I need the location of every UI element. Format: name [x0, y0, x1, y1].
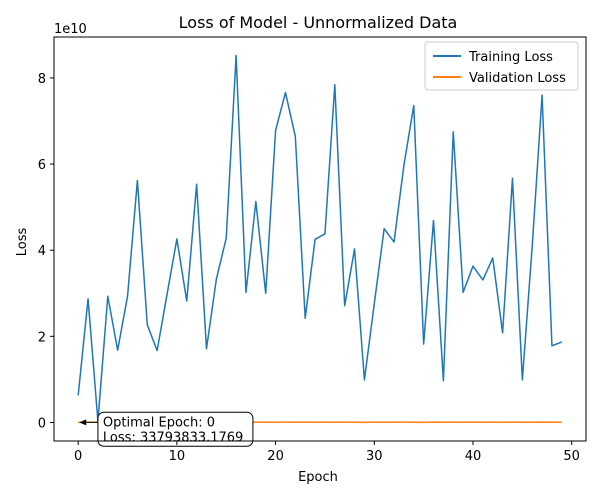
y-tick-label: 8	[38, 72, 46, 87]
annotation-box	[97, 411, 254, 447]
y-offset-label: 1e10	[54, 22, 87, 37]
axes-layer: 0 10 20 30 40 50 0 2 4 6 8	[38, 36, 587, 464]
y-tick-label: 6	[38, 158, 46, 173]
x-tick-label: 20	[267, 449, 284, 464]
x-tick-label: 50	[563, 449, 580, 464]
annotation-arrowhead	[79, 419, 87, 426]
y-tick-label: 2	[38, 330, 46, 345]
y-axis-label: Loss	[15, 228, 30, 257]
chart-title: Loss of Model - Unnormalized Data	[179, 13, 458, 32]
plot-frame	[53, 36, 587, 442]
annotation-line2: Loss: 33793833.1769	[103, 430, 243, 445]
y-tick-label: 4	[38, 244, 46, 259]
legend-label-validation: Validation Loss	[469, 71, 566, 86]
x-tick-label: 40	[465, 449, 482, 464]
x-axis-label: Epoch	[298, 470, 338, 485]
legend-label-training: Training Loss	[468, 50, 553, 65]
series-line-training	[77, 54, 563, 422]
x-tick-label: 0	[74, 449, 82, 464]
legend-frame	[424, 41, 579, 91]
x-tick-label: 10	[169, 449, 186, 464]
annotation-line1: Optimal Epoch: 0	[103, 415, 215, 430]
annotation-layer: Optimal Epoch: 0 Loss: 33793833.1769	[79, 411, 254, 447]
x-tick-label: 30	[366, 449, 383, 464]
series-layer	[77, 54, 563, 424]
y-tick-label: 0	[38, 416, 46, 431]
legend: Training Loss Validation Loss	[424, 41, 579, 91]
